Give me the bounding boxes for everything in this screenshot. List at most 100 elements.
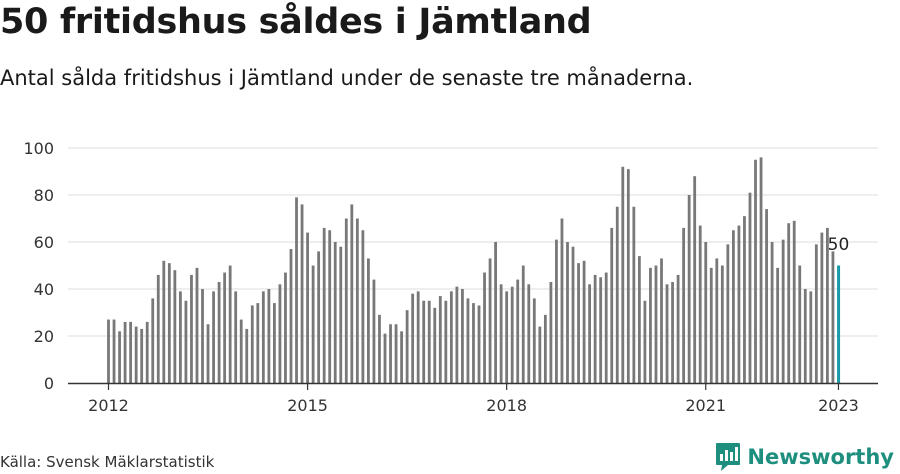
bar	[510, 286, 514, 383]
bar	[328, 230, 332, 383]
bar	[549, 281, 553, 383]
bar	[239, 319, 243, 383]
bar	[284, 272, 287, 383]
bar	[599, 277, 603, 383]
bars	[107, 157, 841, 383]
bar	[311, 265, 315, 383]
bar	[748, 192, 752, 383]
bar	[129, 321, 133, 383]
brand-name: Newsworthy	[747, 445, 894, 469]
bar	[538, 326, 542, 383]
x-tick-label: 2015	[287, 396, 328, 415]
bar	[765, 209, 768, 383]
bar	[615, 206, 619, 383]
bar	[803, 289, 807, 383]
bar	[405, 310, 409, 383]
bar	[621, 166, 625, 383]
bar	[698, 225, 702, 383]
bar	[295, 197, 298, 383]
bar	[350, 204, 354, 383]
bar	[245, 328, 249, 383]
bar	[372, 279, 376, 383]
bar	[809, 291, 813, 383]
y-tick-label: 40	[34, 280, 54, 299]
bar	[654, 265, 658, 383]
bar	[831, 251, 835, 383]
bar	[118, 331, 121, 383]
x-tick-label: 2012	[88, 396, 129, 415]
bar	[378, 314, 381, 383]
bar	[582, 260, 586, 383]
bar	[261, 291, 265, 383]
bar	[814, 244, 818, 383]
bar	[151, 298, 155, 383]
bar	[543, 314, 547, 383]
bar	[195, 267, 199, 383]
bar	[754, 159, 757, 383]
bar	[206, 324, 210, 383]
bar	[212, 291, 215, 383]
y-tick-label: 100	[23, 139, 54, 158]
bar	[322, 227, 326, 383]
bar	[798, 265, 802, 383]
bar	[383, 333, 387, 383]
bar	[704, 242, 708, 383]
annotations: 50	[828, 235, 850, 255]
bar	[637, 256, 641, 383]
bar	[649, 267, 652, 383]
bar	[577, 263, 580, 383]
bar	[339, 246, 343, 383]
latest-value-label: 50	[828, 235, 850, 255]
bar	[693, 176, 697, 383]
bar	[676, 274, 680, 383]
bar	[112, 319, 116, 383]
bar	[411, 293, 415, 383]
bar	[770, 242, 774, 383]
bar	[499, 284, 503, 383]
chart-title: 50 fritidshus såldes i Jämtland	[0, 2, 592, 42]
x-tick-label: 2018	[486, 396, 527, 415]
bar	[505, 291, 509, 383]
bar	[643, 300, 647, 383]
bar	[367, 258, 370, 383]
bar	[394, 324, 398, 383]
bar	[466, 298, 470, 383]
bar	[256, 303, 260, 383]
bar	[167, 263, 171, 383]
x-tick-labels: 2012 2015 2018 2021 2023	[88, 384, 859, 415]
bar	[178, 291, 182, 383]
brand-logo: Newsworthy	[715, 442, 894, 472]
y-tick-label: 80	[34, 186, 54, 205]
bar	[632, 206, 636, 383]
bar	[361, 230, 365, 383]
bar	[134, 326, 138, 383]
bar	[593, 274, 597, 383]
bar	[400, 331, 403, 383]
bar	[626, 169, 630, 383]
bar	[344, 218, 348, 383]
bar	[527, 284, 531, 383]
bar	[267, 289, 271, 383]
source-note: Källa: Svensk Mäklarstatistik	[0, 453, 215, 471]
bar	[449, 291, 453, 383]
x-tick-label: 2023	[818, 396, 859, 415]
bar	[190, 274, 193, 383]
y-tick-labels: 0 20 40 60 80 100	[23, 139, 54, 393]
bar	[682, 227, 686, 383]
bar	[217, 281, 221, 383]
bar	[228, 265, 232, 383]
bar	[123, 321, 127, 383]
bar	[416, 291, 420, 383]
bar	[588, 284, 592, 383]
bar	[665, 284, 669, 383]
chart-subtitle: Antal sålda fritidshus i Jämtland under …	[0, 66, 694, 90]
bar	[781, 239, 785, 383]
bar	[472, 303, 475, 383]
bar	[671, 281, 674, 383]
bar	[455, 286, 459, 383]
y-tick-label: 20	[34, 327, 54, 346]
bar	[278, 284, 282, 383]
bar	[317, 251, 321, 383]
bar	[604, 272, 608, 383]
